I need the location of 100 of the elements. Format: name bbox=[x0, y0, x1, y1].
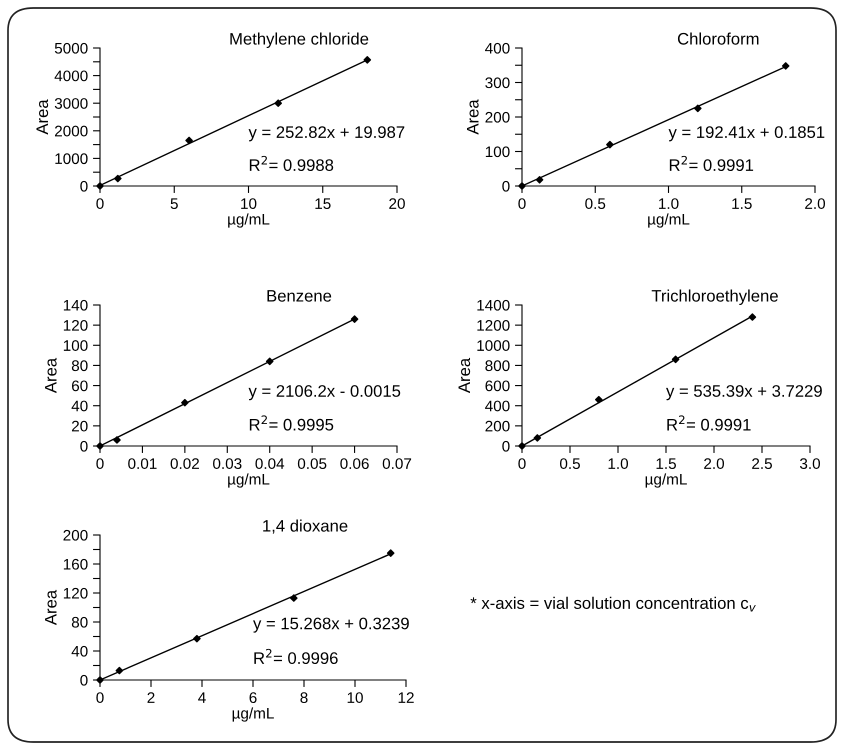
y-tick-label: 5000 bbox=[54, 42, 88, 54]
y-tick-label: 200 bbox=[485, 420, 510, 432]
y-tick-label: 40 bbox=[72, 646, 88, 657]
annotation: R$^{2}$= 0.9988 bbox=[250, 156, 334, 172]
x-tick-label: 1.5 bbox=[732, 198, 752, 210]
y-tick-label: 1400 bbox=[477, 300, 510, 311]
y-tick-label: 600 bbox=[485, 380, 510, 392]
point bbox=[96, 676, 104, 684]
y-tick-label: 20 bbox=[72, 420, 88, 432]
point bbox=[694, 104, 702, 112]
point bbox=[386, 549, 394, 557]
x-tick-label: 15 bbox=[315, 198, 331, 210]
annotation: R$^{2}$= 0.9991 bbox=[670, 156, 754, 172]
y-tick-label: 0 bbox=[80, 674, 88, 686]
y-axis-title: Area bbox=[467, 99, 479, 135]
x-axis-title: µg/mL bbox=[232, 707, 274, 722]
y-tick-label: 120 bbox=[64, 320, 88, 331]
x-tick-label: 0.06 bbox=[340, 458, 369, 470]
y-tick-label: 40 bbox=[72, 400, 88, 412]
point bbox=[290, 594, 298, 602]
y-tick-label: 120 bbox=[64, 588, 88, 599]
x-axis-title: µg/mL bbox=[228, 213, 270, 228]
chart-title: Methylene chloride bbox=[230, 32, 368, 48]
point bbox=[96, 442, 104, 450]
point bbox=[364, 56, 372, 64]
y-tick-label: 1000 bbox=[477, 340, 510, 351]
x-tick-label: 0.02 bbox=[170, 458, 199, 470]
chart-title: Trichloroethylene bbox=[652, 289, 778, 305]
y-tick-label: 400 bbox=[485, 400, 510, 412]
point bbox=[748, 313, 756, 321]
point bbox=[536, 176, 544, 184]
x-tick-label: 5 bbox=[170, 198, 178, 210]
point bbox=[185, 136, 193, 144]
annotation: y = 15.268x + 0.3239 bbox=[253, 618, 409, 633]
y-tick-label: 4000 bbox=[54, 70, 88, 82]
x-tick-label: 0.01 bbox=[128, 458, 157, 470]
point bbox=[193, 634, 201, 642]
x-axis-title: µg/mL bbox=[648, 213, 690, 228]
y-tick-label: 200 bbox=[485, 112, 510, 123]
point bbox=[274, 99, 282, 107]
x-tick-label: 8 bbox=[300, 692, 308, 704]
y-axis-title: Area bbox=[45, 590, 57, 626]
y-tick-label: 300 bbox=[485, 77, 510, 88]
point bbox=[518, 442, 526, 450]
y-tick-label: 0 bbox=[502, 440, 510, 452]
x-tick-label: 2.0 bbox=[704, 458, 724, 470]
x-tick-label: 12 bbox=[398, 692, 414, 703]
y-tick-label: 0 bbox=[80, 180, 88, 192]
x-tick-label: 10 bbox=[348, 692, 363, 704]
annotation: y = 2106.2x - 0.0015 bbox=[248, 385, 400, 400]
point bbox=[96, 182, 104, 190]
point bbox=[114, 174, 122, 182]
x-tick-label: 0.05 bbox=[298, 458, 326, 470]
y-tick-label: 3000 bbox=[54, 98, 88, 109]
y-tick-label: 80 bbox=[72, 360, 88, 372]
y-tick-label: 1000 bbox=[55, 153, 88, 164]
y-tick-label: 140 bbox=[64, 300, 88, 311]
point bbox=[518, 182, 526, 190]
x-tick-label: 0 bbox=[518, 458, 526, 470]
annotation: R$^{2}$= 0.9991 bbox=[667, 415, 751, 431]
y-tick-label: 0 bbox=[80, 440, 88, 452]
x-tick-label: 0.07 bbox=[382, 458, 412, 470]
point bbox=[672, 356, 680, 364]
y-tick-label: 0 bbox=[502, 180, 510, 192]
point bbox=[534, 434, 542, 442]
text: * x-axis = vial solution concentration c$_{v}$ bbox=[470, 596, 756, 612]
x-tick-label: 6 bbox=[250, 692, 257, 704]
x-tick-label: 0 bbox=[96, 458, 104, 470]
x-tick-label: 3.0 bbox=[800, 458, 820, 470]
point bbox=[782, 62, 790, 70]
point bbox=[595, 396, 603, 404]
annotation: R$^{2}$= 0.9996 bbox=[254, 648, 338, 664]
x-tick-label: 0.5 bbox=[560, 458, 580, 470]
x-tick-label: 0 bbox=[518, 198, 526, 210]
x-axis-title: µg/mL bbox=[228, 473, 270, 488]
y-tick-label: 100 bbox=[64, 340, 88, 351]
x-tick-label: 0.04 bbox=[255, 458, 284, 470]
y-axis-title: Area bbox=[458, 358, 470, 394]
y-tick-label: 160 bbox=[64, 558, 88, 570]
x-tick-label: 2 bbox=[148, 692, 154, 703]
point bbox=[350, 315, 358, 323]
y-tick-label: 400 bbox=[485, 42, 510, 54]
x-tick-label: 4 bbox=[198, 692, 206, 703]
x-tick-label: 2.5 bbox=[752, 458, 772, 470]
y-tick-label: 1200 bbox=[477, 320, 510, 331]
chart-title: 1,4 dioxane bbox=[263, 519, 348, 534]
x-tick-label: 0.03 bbox=[213, 458, 242, 470]
y-axis-title: Area bbox=[36, 99, 48, 135]
x-tick-label: 1.5 bbox=[656, 458, 676, 470]
annotation: R$^{2}$= 0.9995 bbox=[250, 415, 334, 431]
y-tick-label: 2000 bbox=[54, 126, 88, 136]
annotation: y = 192.41x + 0.1851 bbox=[668, 126, 824, 142]
point bbox=[113, 436, 121, 444]
x-tick-label: 20 bbox=[389, 198, 405, 210]
x-tick-label: 2.0 bbox=[805, 198, 826, 210]
y-tick-label: 100 bbox=[486, 146, 510, 158]
x-tick-label: 1.0 bbox=[659, 198, 679, 210]
point bbox=[266, 358, 274, 366]
annotation: y = 535.39x + 3.7229 bbox=[666, 385, 822, 400]
y-tick-label: 200 bbox=[63, 530, 88, 541]
